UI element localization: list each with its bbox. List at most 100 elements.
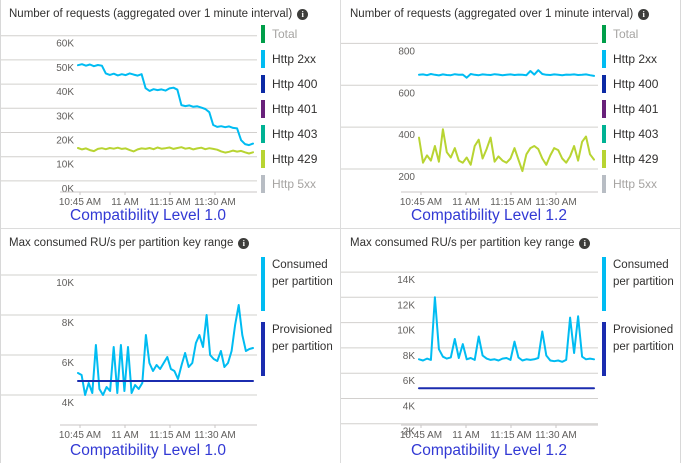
chart-title: Max consumed RU/s per partition key rang… xyxy=(350,237,575,249)
legend-item-http-5xx[interactable]: Http 5xx xyxy=(602,175,658,193)
y-axis-tick-label: 8K xyxy=(62,318,75,329)
info-icon[interactable]: i xyxy=(238,237,250,249)
legend-swatch xyxy=(261,257,265,311)
legend-item-http-400[interactable]: Http 400 xyxy=(602,75,658,93)
chart-caption: Compatibility Level 1.0 xyxy=(70,442,226,459)
legend-swatch xyxy=(261,50,265,68)
legend-item-consumed-per-partition[interactable]: Consumed per partition xyxy=(261,257,340,311)
info-icon[interactable]: i xyxy=(297,8,309,20)
x-axis-tick-label: 11:30 AM xyxy=(535,197,577,208)
y-axis-tick-label: 6K xyxy=(403,376,416,387)
y-axis-tick-label: 8K xyxy=(403,351,416,362)
x-axis-tick-label: 10:45 AM xyxy=(400,197,442,208)
chart-title-row: Number of requests (aggregated over 1 mi… xyxy=(9,8,309,20)
chart-title: Number of requests (aggregated over 1 mi… xyxy=(350,8,634,20)
series-line-http-429 xyxy=(418,128,595,173)
legend-swatch xyxy=(261,322,265,376)
y-axis-tick-label: 40K xyxy=(56,87,74,98)
legend-label: Http 400 xyxy=(272,77,318,91)
chart-title: Max consumed RU/s per partition key rang… xyxy=(9,237,234,249)
legend-item-http-401[interactable]: Http 401 xyxy=(261,100,317,118)
requests-line-chart-compat-1-0[interactable]: 60K 50K 40K 30K 20K 10K 0K 10:45 AM 11 AM 11:15 A… xyxy=(0,0,340,228)
ru-line-chart-compat-1-0[interactable]: 10K 8K 6K 4K 10:45 AM 11 AM 11:15 AM 11:30 AM xyxy=(0,229,340,462)
y-axis-tick-label: 50K xyxy=(56,63,74,74)
chart-title-row: Number of requests (aggregated over 1 mi… xyxy=(350,8,650,20)
y-axis-tick-label: 12K xyxy=(397,300,415,311)
chart-legend: Consumed per partition Provisioned per pa… xyxy=(602,257,681,376)
legend-label: Http 5xx xyxy=(613,177,658,191)
y-axis-tick-label: 14K xyxy=(397,275,415,286)
legend-label: Consumed per partition xyxy=(272,259,333,288)
legend-item-provisioned-per-partition[interactable]: Provisioned per partition xyxy=(602,322,681,376)
x-axis-tick-label: 10:45 AM xyxy=(59,197,101,208)
legend-item-http-401[interactable]: Http 401 xyxy=(602,100,658,118)
x-axis-tick-label: 11:15 AM xyxy=(149,430,191,441)
legend-label: Http 400 xyxy=(613,77,659,91)
chart-legend: Consumed per partition Provisioned per pa… xyxy=(261,257,340,376)
legend-label: Http 5xx xyxy=(272,177,317,191)
legend-swatch xyxy=(261,175,265,193)
chart-caption: Compatibility Level 1.0 xyxy=(70,207,226,224)
legend-item-http-429[interactable]: Http 429 xyxy=(261,150,317,168)
legend-item-consumed-per-partition[interactable]: Consumed per partition xyxy=(602,257,681,311)
panel-ru-compat-1-0: Max consumed RU/s per partition key rang… xyxy=(0,229,340,463)
y-axis-tick-label: 10K xyxy=(56,278,74,289)
legend-label: Http 401 xyxy=(272,102,318,116)
legend-swatch xyxy=(261,150,265,168)
legend-item-http-400[interactable]: Http 400 xyxy=(261,75,317,93)
panel-requests-compat-1-2: Number of requests (aggregated over 1 mi… xyxy=(341,0,681,228)
chart-legend: Total Http 2xx Http 400 Http 401 Http 403 Htt… xyxy=(602,25,658,193)
series-line-http-429 xyxy=(77,146,254,155)
legend-item-total[interactable]: Total xyxy=(261,25,317,43)
y-axis-tick-label: 2K xyxy=(403,427,416,438)
y-axis-tick-label: 0K xyxy=(62,184,75,195)
series-line-http-2xx xyxy=(77,63,254,147)
x-axis-tick-label: 11:30 AM xyxy=(535,430,577,441)
requests-line-chart-compat-1-2[interactable]: 800 600 400 200 10:45 AM 11 AM 11:15 AM 11:30 A… xyxy=(341,0,681,228)
legend-item-http-403[interactable]: Http 403 xyxy=(261,125,317,143)
y-axis-tick-label: 600 xyxy=(398,88,415,99)
x-axis-tick-label: 11 AM xyxy=(452,430,480,441)
legend-label: Provisioned per partition xyxy=(613,324,674,353)
legend-swatch xyxy=(602,100,606,118)
legend-swatch xyxy=(602,50,606,68)
info-icon[interactable]: i xyxy=(579,237,591,249)
legend-item-http-2xx[interactable]: Http 2xx xyxy=(261,50,317,68)
legend-label: Total xyxy=(613,27,639,41)
legend-label: Http 2xx xyxy=(272,52,317,66)
x-axis-tick-label: 11:30 AM xyxy=(194,197,236,208)
y-axis-tick-label: 60K xyxy=(56,39,74,50)
legend-item-http-403[interactable]: Http 403 xyxy=(602,125,658,143)
legend-label: Http 429 xyxy=(613,152,659,166)
chart-caption: Compatibility Level 1.2 xyxy=(411,442,567,459)
y-axis-tick-label: 6K xyxy=(62,358,75,369)
y-axis-tick-label: 10K xyxy=(397,326,415,337)
legend-item-http-429[interactable]: Http 429 xyxy=(602,150,658,168)
legend-swatch xyxy=(261,25,265,43)
legend-label: Http 429 xyxy=(272,152,318,166)
x-axis-tick-label: 11:15 AM xyxy=(490,430,532,441)
chart-legend: Total Http 2xx Http 400 Http 401 Http 403 Htt… xyxy=(261,25,317,193)
legend-swatch xyxy=(261,100,265,118)
legend-label: Provisioned per partition xyxy=(272,324,333,353)
x-axis-tick-label: 11 AM xyxy=(111,430,139,441)
legend-swatch xyxy=(261,125,265,143)
chart-title-row: Max consumed RU/s per partition key rang… xyxy=(9,237,250,249)
legend-item-http-5xx[interactable]: Http 5xx xyxy=(261,175,317,193)
info-icon[interactable]: i xyxy=(638,8,650,20)
legend-swatch xyxy=(602,125,606,143)
legend-item-total[interactable]: Total xyxy=(602,25,658,43)
legend-swatch xyxy=(261,75,265,93)
legend-swatch xyxy=(602,322,606,376)
legend-label: Http 403 xyxy=(272,127,318,141)
legend-item-http-2xx[interactable]: Http 2xx xyxy=(602,50,658,68)
legend-label: Http 2xx xyxy=(613,52,658,66)
legend-item-provisioned-per-partition[interactable]: Provisioned per partition xyxy=(261,322,340,376)
x-axis-tick-label: 10:45 AM xyxy=(59,430,101,441)
x-axis-tick-label: 10:45 AM xyxy=(400,430,442,441)
legend-swatch xyxy=(602,75,606,93)
chart-title-row: Max consumed RU/s per partition key rang… xyxy=(350,237,591,249)
legend-label: Consumed per partition xyxy=(613,259,674,288)
